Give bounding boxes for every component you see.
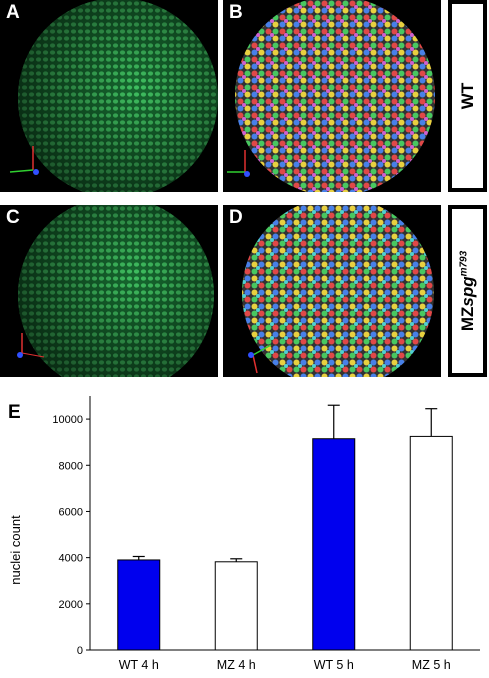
panel-a-image: A [0,0,218,192]
embryo-green-nuclei-a [9,0,218,192]
side-label-wt-text: WT [457,82,477,110]
panel-letter-d: D [229,207,243,228]
side-label-mz-text: MZspgm793 [458,251,478,331]
nuclei-count-bar-chart: E nuclei count 0 2000 4000 6000 8000 10000 WT… [8,396,480,672]
embryo-segmented-nuclei-d [242,205,434,377]
panel-letter-c: C [6,207,20,228]
y-tick-label: 6000 [59,506,83,518]
axis-triad-b [227,150,250,177]
y-tick-label: 4000 [59,553,83,565]
side-label-mz-allele: m793 [457,250,469,277]
x-tick-labels: WT 4 h MZ 4 h WT 5 h MZ 5 h [119,658,451,672]
panel-letter-b: B [229,2,243,23]
axis-triad-c [17,333,45,358]
panel-c-image: C [0,205,218,377]
bar-wt-4-h [117,559,161,651]
y-axis-label: nuclei count [8,515,23,585]
x-tick-label: WT 5 h [314,658,354,672]
embryo-segmented-nuclei-b [227,0,435,192]
y-tick-label: 10000 [52,414,83,426]
x-tick-label: MZ 5 h [412,658,451,672]
axis-triad-a [9,146,39,175]
bar-mz-5-h [409,435,453,651]
panel-b-image: B [223,0,441,192]
error-bars [132,404,438,562]
embryo-green-nuclei-c [17,205,214,377]
side-label-mz-gene: spg [457,276,477,307]
bar-mz-4-h [214,561,258,651]
y-ticks: 0 2000 4000 6000 8000 10000 [52,414,90,657]
axis-triad-d [248,344,272,374]
bars [117,435,453,651]
x-tick-label: MZ 4 h [217,658,256,672]
y-tick-label: 0 [77,645,83,657]
y-tick-label: 8000 [59,460,83,472]
bar-wt-5-h [312,438,356,651]
y-tick-label: 2000 [59,599,83,611]
panel-letter-e: E [8,402,21,423]
panel-letter-a: A [6,2,20,23]
side-label-wt: WT [448,0,487,192]
x-tick-label: WT 4 h [119,658,159,672]
side-label-mz-prefix: MZ [457,306,477,332]
side-label-mz: MZspgm793 [448,205,487,377]
panel-d-image: D [223,205,441,377]
